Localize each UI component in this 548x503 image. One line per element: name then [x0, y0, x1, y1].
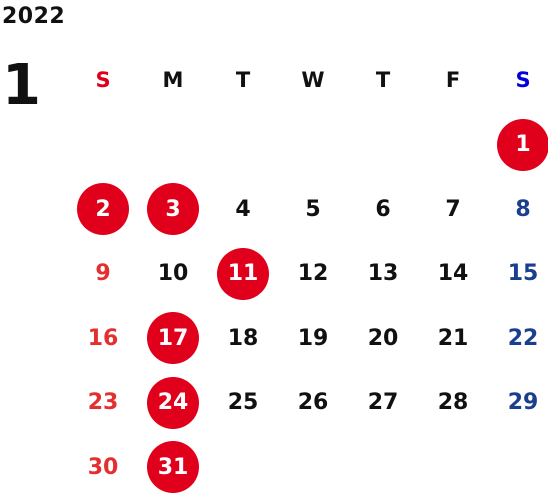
day-cell: 23	[68, 371, 138, 436]
day-number: 4	[235, 196, 251, 222]
day-cell: 5	[278, 177, 348, 242]
empty-day-cell	[208, 435, 278, 500]
day-cell: 9	[68, 242, 138, 307]
day-number: 29	[507, 390, 539, 416]
day-number: 8	[515, 196, 531, 222]
day-cell: 18	[208, 306, 278, 371]
day-number: 18	[227, 325, 259, 351]
weekday-header-monday: M	[162, 68, 184, 93]
day-cell: 1	[488, 113, 548, 178]
day-cell: 10	[138, 242, 208, 307]
day-number: 19	[297, 325, 329, 351]
day-number: 14	[437, 261, 469, 287]
day-number: 16	[87, 325, 119, 351]
day-cell: 4	[208, 177, 278, 242]
empty-day-cell	[278, 113, 348, 178]
empty-day-cell	[138, 113, 208, 178]
empty-day-cell	[278, 435, 348, 500]
empty-day-cell	[418, 113, 488, 178]
day-number: 23	[87, 390, 119, 416]
day-number: 9	[95, 261, 111, 287]
day-number: 22	[507, 325, 539, 351]
holiday-day-number: 1	[497, 118, 548, 171]
day-number: 25	[227, 390, 259, 416]
day-cell: 27	[348, 371, 418, 436]
day-cell: 24	[138, 371, 208, 436]
day-number: 12	[297, 261, 329, 287]
weekday-header-friday: F	[445, 68, 461, 93]
day-number: 6	[375, 196, 391, 222]
weekday-header-thursday: T	[375, 68, 391, 93]
year-label: 2022	[2, 4, 66, 29]
holiday-day-number: 17	[147, 312, 199, 365]
day-cell: 17	[138, 306, 208, 371]
weekday-header-sunday: S	[95, 68, 111, 93]
holiday-day-number: 24	[147, 376, 199, 429]
day-number: 15	[507, 261, 539, 287]
day-cell: 25	[208, 371, 278, 436]
month-number: 1	[2, 53, 41, 118]
holiday-day-number: 31	[147, 441, 199, 494]
day-cell: 3	[138, 177, 208, 242]
day-cell: 19	[278, 306, 348, 371]
day-number: 27	[367, 390, 399, 416]
day-cell: 14	[418, 242, 488, 307]
day-cell: 30	[68, 435, 138, 500]
day-cell: 7	[418, 177, 488, 242]
weekday-header-tuesday: T	[235, 68, 251, 93]
day-cell: 13	[348, 242, 418, 307]
day-number: 5	[305, 196, 321, 222]
day-number: 10	[157, 261, 189, 287]
holiday-day-number: 3	[147, 183, 199, 236]
day-cell: 22	[488, 306, 548, 371]
day-cell: 2	[68, 177, 138, 242]
day-cell: 21	[418, 306, 488, 371]
day-cell: 12	[278, 242, 348, 307]
empty-day-cell	[68, 113, 138, 178]
holiday-day-number: 2	[77, 183, 129, 236]
empty-day-cell	[418, 435, 488, 500]
day-cell: 15	[488, 242, 548, 307]
day-cell: 16	[68, 306, 138, 371]
day-number: 21	[437, 325, 469, 351]
day-cell: 31	[138, 435, 208, 500]
empty-day-cell	[488, 435, 548, 500]
day-cell: 11	[208, 242, 278, 307]
day-cell: 8	[488, 177, 548, 242]
day-number: 28	[437, 390, 469, 416]
day-number: 26	[297, 390, 329, 416]
day-cell: 29	[488, 371, 548, 436]
day-cell: 6	[348, 177, 418, 242]
empty-day-cell	[208, 113, 278, 178]
weekday-header-saturday: S	[515, 68, 531, 93]
day-number: 20	[367, 325, 399, 351]
day-cell: 28	[418, 371, 488, 436]
day-cell: 20	[348, 306, 418, 371]
day-number: 30	[87, 454, 119, 480]
day-cell: 26	[278, 371, 348, 436]
weekday-header-wednesday: W	[301, 68, 325, 93]
calendar-grid: S M T W T F S 1 2 3 4 5 6 7 8 9 10 11 12 13 14 15 16 17 1…	[68, 48, 548, 500]
day-number: 13	[367, 261, 399, 287]
empty-day-cell	[348, 113, 418, 178]
empty-day-cell	[348, 435, 418, 500]
holiday-day-number: 11	[217, 247, 269, 300]
day-number: 7	[445, 196, 461, 222]
